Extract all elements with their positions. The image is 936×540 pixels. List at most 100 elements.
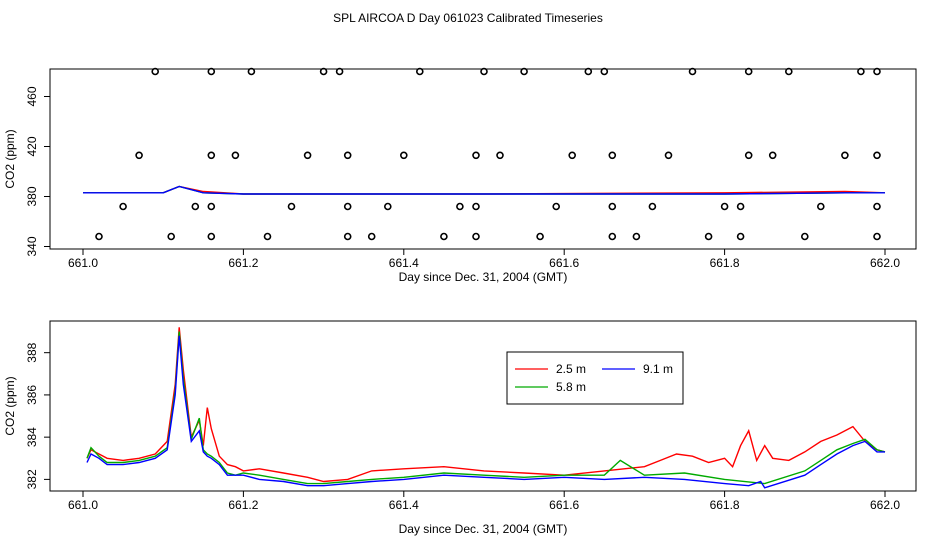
top-calibration-point bbox=[207, 67, 216, 76]
top-calibration-point bbox=[873, 232, 881, 241]
bottom-xtick-label: 662.0 bbox=[870, 498, 900, 512]
bottom-xlabel: Day since Dec. 31, 2004 (GMT) bbox=[399, 522, 568, 536]
bottom-xtick-label: 661.8 bbox=[710, 498, 740, 512]
top-calibration-point bbox=[207, 232, 216, 241]
top-calibration-point bbox=[744, 67, 753, 76]
top-xtick-label: 661.0 bbox=[68, 256, 98, 270]
top-calibration-point bbox=[608, 151, 617, 160]
top-calibration-point bbox=[480, 67, 488, 76]
top-calibration-point bbox=[383, 202, 392, 211]
top-ytick-label: 380 bbox=[25, 186, 39, 206]
top-calibration-point bbox=[343, 202, 352, 211]
bottom-series-line-2-5-m bbox=[86, 327, 886, 483]
top-calibration-point bbox=[736, 202, 745, 211]
legend-label-2-5m: 2.5 m bbox=[556, 362, 586, 376]
top-calibration-point bbox=[343, 232, 352, 241]
top-calibration-point bbox=[873, 67, 881, 76]
bottom-xtick-label: 661.4 bbox=[389, 498, 419, 512]
top-calibration-point bbox=[857, 67, 865, 76]
top-xtick-label: 662.0 bbox=[870, 256, 900, 270]
bottom-ytick-label: 386 bbox=[25, 385, 39, 405]
top-calibration-point bbox=[536, 232, 544, 241]
top-calibration-point bbox=[472, 202, 480, 211]
top-calibration-point bbox=[496, 151, 504, 160]
top-axis-ticks: 661.0 661.2 661.4 661.6 661.8 662.0 340 380 420 4… bbox=[25, 86, 900, 270]
legend: 2.5 m 5.8 m 9.1 m bbox=[506, 351, 684, 405]
top-calibration-point bbox=[151, 67, 159, 76]
bottom-xtick-label: 661.2 bbox=[228, 498, 258, 512]
bottom-axis-ticks: 661.0 661.2 661.4 661.6 661.8 662.0 382 384 386 3… bbox=[25, 342, 900, 512]
top-xtick-label: 661.6 bbox=[549, 256, 579, 270]
top-calibration-point bbox=[568, 151, 577, 160]
top-calibration-point bbox=[632, 232, 641, 241]
top-calibration-point bbox=[600, 67, 609, 76]
top-xtick-label: 661.8 bbox=[710, 256, 740, 270]
top-calibration-point bbox=[319, 67, 328, 76]
top-calibration-point bbox=[873, 151, 881, 160]
top-calibration-point bbox=[335, 67, 344, 76]
top-calibration-point bbox=[608, 232, 617, 241]
top-calibration-point bbox=[472, 151, 480, 160]
top-ytick-label: 340 bbox=[25, 236, 39, 256]
top-calibration-point bbox=[816, 202, 825, 211]
top-calibration-point bbox=[119, 202, 127, 211]
top-calibration-point bbox=[800, 232, 809, 241]
top-calibration-point bbox=[720, 202, 729, 211]
top-calibration-point bbox=[343, 151, 352, 160]
top-series-line-9-1-m bbox=[83, 185, 885, 195]
top-calibration-point bbox=[399, 151, 408, 160]
top-calibration-point bbox=[688, 67, 697, 76]
top-calibration-point bbox=[303, 151, 312, 160]
legend-label-5-8m: 5.8 m bbox=[556, 380, 586, 394]
bottom-ytick-label: 388 bbox=[25, 342, 39, 362]
top-calibration-point bbox=[287, 202, 296, 211]
top-calibration-point bbox=[167, 232, 175, 241]
top-xtick-label: 661.4 bbox=[389, 256, 419, 270]
top-calibration-point bbox=[95, 232, 103, 241]
bottom-panel: 661.0 661.2 661.4 661.6 661.8 662.0 382 384 386 3… bbox=[3, 320, 917, 536]
top-calibration-point bbox=[736, 232, 745, 241]
top-calibration-point bbox=[472, 232, 480, 241]
top-xlabel: Day since Dec. 31, 2004 (GMT) bbox=[399, 270, 568, 284]
top-xtick-label: 661.2 bbox=[228, 256, 258, 270]
top-calibration-point bbox=[552, 202, 561, 211]
top-calibration-point bbox=[784, 67, 793, 76]
figure-title: SPL AIRCOA D Day 061023 Calibrated Times… bbox=[333, 11, 603, 25]
top-calibration-point bbox=[440, 232, 448, 241]
bottom-ytick-label: 382 bbox=[25, 469, 39, 489]
top-calibration-point bbox=[191, 202, 200, 211]
top-calibration-point bbox=[648, 202, 657, 211]
top-calibration-point bbox=[608, 202, 617, 211]
bottom-plot-frame bbox=[49, 320, 917, 492]
top-series-lines bbox=[83, 185, 886, 195]
top-calibration-point bbox=[415, 67, 424, 76]
bottom-xtick-label: 661.0 bbox=[68, 498, 98, 512]
top-calibration-point bbox=[841, 151, 849, 160]
legend-box bbox=[506, 351, 684, 405]
top-ytick-label: 460 bbox=[25, 86, 39, 106]
top-calibration-point bbox=[664, 151, 673, 160]
top-plot-frame bbox=[49, 68, 917, 250]
top-calibration-point bbox=[520, 67, 528, 76]
legend-label-9-1m: 9.1 m bbox=[643, 362, 673, 376]
top-calibration-point bbox=[873, 202, 881, 211]
top-calibration-point bbox=[704, 232, 713, 241]
top-calibration-points bbox=[95, 67, 881, 241]
top-calibration-point bbox=[207, 151, 216, 160]
top-calibration-point bbox=[135, 151, 143, 160]
top-calibration-point bbox=[207, 202, 216, 211]
top-calibration-point bbox=[456, 202, 464, 211]
top-calibration-point bbox=[744, 151, 753, 160]
bottom-series-line-9-1-m bbox=[86, 335, 885, 489]
top-panel: 661.0 661.2 661.4 661.6 661.8 662.0 340 380 420 4… bbox=[3, 67, 917, 284]
top-ylabel: CO2 (ppm) bbox=[3, 129, 17, 188]
top-ytick-label: 420 bbox=[25, 136, 39, 156]
top-calibration-point bbox=[231, 151, 240, 160]
bottom-ytick-label: 384 bbox=[25, 427, 39, 447]
top-calibration-point bbox=[367, 232, 376, 241]
top-calibration-point bbox=[263, 232, 272, 241]
bottom-series-lines bbox=[86, 327, 886, 489]
bottom-xtick-label: 661.6 bbox=[549, 498, 579, 512]
bottom-ylabel: CO2 (ppm) bbox=[3, 376, 17, 435]
